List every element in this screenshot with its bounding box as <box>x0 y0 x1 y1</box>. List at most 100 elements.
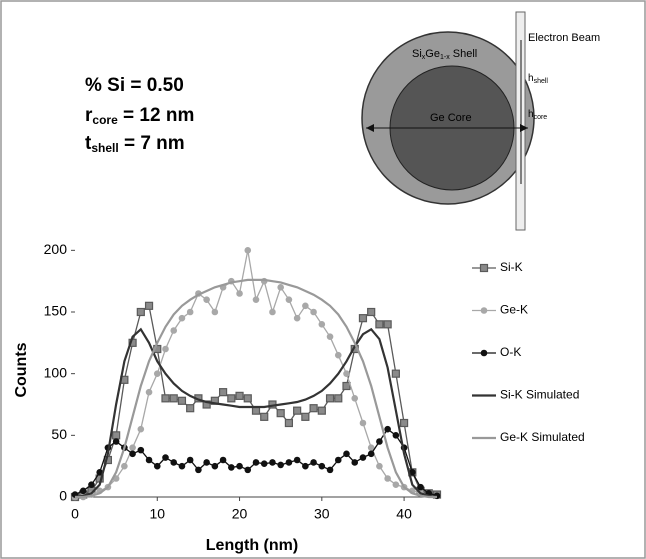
diagram-label: hshell <box>528 73 548 85</box>
legend-marker <box>480 307 488 314</box>
marker <box>376 462 383 470</box>
marker <box>88 481 95 488</box>
marker <box>399 418 409 428</box>
marker <box>310 459 317 466</box>
marker <box>326 466 334 474</box>
diagram-label-part: h <box>528 109 534 120</box>
marker <box>301 412 310 421</box>
marker <box>170 327 178 334</box>
x-axis-label: Length (nm) <box>206 537 298 554</box>
marker <box>351 395 359 402</box>
marker <box>186 456 194 464</box>
series-line <box>75 278 437 499</box>
annotation-part: = 7 nm <box>119 133 185 154</box>
marker <box>376 438 383 445</box>
marker <box>195 466 202 474</box>
marker <box>269 308 276 316</box>
marker <box>269 459 276 466</box>
x-tick-label: 40 <box>396 506 412 522</box>
marker <box>243 394 252 403</box>
marker <box>228 464 235 471</box>
marker <box>170 459 178 466</box>
marker <box>219 456 227 464</box>
marker <box>244 466 252 474</box>
legend-marker <box>479 263 489 273</box>
marker <box>367 307 376 317</box>
marker <box>79 487 87 495</box>
legend-label: Si-K Simulated <box>500 388 579 402</box>
annotation: tshell = 7 nm <box>85 133 185 155</box>
marker <box>203 459 210 466</box>
marker <box>318 462 326 470</box>
marker <box>342 381 351 391</box>
marker <box>136 307 145 317</box>
marker <box>121 462 128 470</box>
diagram-label: SixGe1-x Shell <box>412 48 477 61</box>
annotation-part: t <box>85 133 92 154</box>
marker <box>161 394 170 403</box>
marker <box>367 450 375 458</box>
marker <box>112 438 120 445</box>
marker <box>162 345 169 353</box>
marker <box>178 462 186 470</box>
marker <box>285 459 293 466</box>
legend-label: Ge-K <box>500 303 528 317</box>
annotation: % Si = 0.50 <box>85 75 184 96</box>
marker <box>145 388 153 396</box>
marker <box>392 481 400 488</box>
marker <box>302 462 309 470</box>
marker <box>276 409 285 418</box>
diagram-label-part: h <box>528 73 534 84</box>
annotation-part: shell <box>91 141 118 155</box>
annotation: rcore = 12 nm <box>85 105 194 127</box>
marker <box>351 459 359 466</box>
marker <box>129 450 136 458</box>
marker <box>236 290 243 297</box>
marker <box>391 369 400 378</box>
marker <box>343 370 350 377</box>
marker <box>293 406 302 415</box>
marker <box>293 314 301 322</box>
annotation-part: = 12 nm <box>118 105 195 126</box>
diagram-label-part: Shell <box>450 48 478 60</box>
diagram-label-part: 1-x <box>440 54 450 61</box>
legend-marker <box>480 349 488 357</box>
marker <box>326 333 334 340</box>
marker <box>177 396 187 405</box>
annotation-part: r <box>85 105 93 126</box>
y-tick-label: 100 <box>44 364 68 380</box>
marker <box>384 475 391 482</box>
diagram-label: hcore <box>528 109 547 121</box>
y-tick-label: 200 <box>44 241 68 257</box>
y-tick-label: 50 <box>51 426 67 442</box>
marker <box>302 302 309 310</box>
legend-label: O-K <box>500 345 521 359</box>
marker <box>409 469 416 476</box>
x-tick-label: 10 <box>149 506 165 522</box>
marker <box>227 394 236 403</box>
diagram-label-part: Si <box>412 48 422 60</box>
marker <box>252 459 260 466</box>
diagram-label: Ge Core <box>430 112 472 124</box>
diagram-label-part: core <box>534 114 548 121</box>
marker <box>186 404 195 413</box>
marker <box>359 454 367 461</box>
marker <box>112 431 121 440</box>
marker <box>235 391 244 400</box>
marker <box>359 419 367 427</box>
marker <box>367 444 375 451</box>
marker <box>285 296 293 303</box>
y-tick-label: 0 <box>59 488 67 504</box>
marker <box>137 446 145 454</box>
marker <box>169 394 178 403</box>
legend-label: Ge-K Simulated <box>500 430 585 444</box>
marker <box>244 247 252 254</box>
marker <box>318 321 326 328</box>
marker <box>334 394 343 403</box>
marker <box>284 418 294 428</box>
marker <box>309 404 318 413</box>
marker <box>251 406 261 415</box>
marker <box>178 314 186 322</box>
